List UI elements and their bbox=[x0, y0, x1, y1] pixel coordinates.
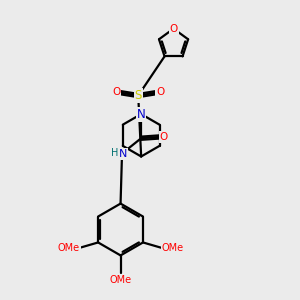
Text: OMe: OMe bbox=[161, 243, 184, 253]
Text: OMe: OMe bbox=[110, 274, 132, 285]
Text: N: N bbox=[118, 149, 127, 159]
Text: S: S bbox=[134, 89, 142, 102]
Text: N: N bbox=[137, 108, 146, 121]
Text: O: O bbox=[156, 87, 164, 97]
Text: O: O bbox=[160, 132, 168, 142]
Text: OMe: OMe bbox=[58, 243, 80, 253]
Text: O: O bbox=[112, 87, 120, 97]
Text: H: H bbox=[111, 148, 118, 158]
Text: O: O bbox=[169, 24, 178, 34]
